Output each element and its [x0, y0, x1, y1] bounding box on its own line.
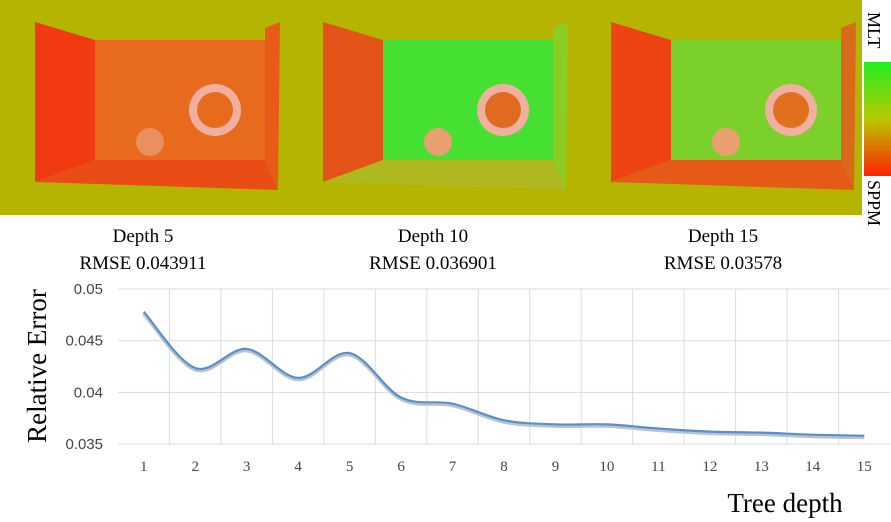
x-tick-label: 1 — [140, 459, 148, 475]
y-tick-label: 0.035 — [65, 436, 103, 453]
x-tick-label: 5 — [346, 459, 354, 475]
x-tick-label: 4 — [294, 459, 302, 475]
image-rmse: RMSE 0.043911 — [79, 253, 206, 274]
y-axis-title: Relative Error — [22, 289, 52, 443]
y-tick-label: 0.05 — [74, 281, 103, 298]
x-tick-label: 2 — [191, 459, 199, 475]
x-tick-label: 3 — [243, 459, 251, 475]
y-tick-label: 0.04 — [74, 384, 103, 401]
image-rmse: RMSE 0.03578 — [664, 253, 782, 274]
colorbar-top-label: MLT — [864, 12, 884, 48]
rendering — [611, 22, 856, 190]
colorbar — [864, 62, 891, 176]
x-tick-label: 9 — [552, 459, 560, 475]
x-tick-label: 14 — [805, 459, 821, 475]
y-tick-label: 0.045 — [65, 333, 103, 350]
x-axis-title: Tree depth — [727, 488, 843, 518]
x-tick-label: 11 — [651, 459, 665, 475]
line-shadow — [144, 313, 865, 437]
x-tick-label: 8 — [500, 459, 508, 475]
x-tick-label: 15 — [857, 459, 872, 475]
rendering — [323, 22, 568, 190]
line — [144, 312, 865, 436]
image-caption: Depth 5 — [113, 226, 174, 247]
x-tick-label: 6 — [397, 459, 405, 475]
x-tick-label: 7 — [449, 459, 457, 475]
image-caption: Depth 10 — [398, 226, 468, 247]
image-caption: Depth 15 — [688, 226, 758, 247]
x-tick-label: 13 — [754, 459, 769, 475]
x-tick-label: 12 — [702, 459, 717, 475]
image-rmse: RMSE 0.036901 — [369, 253, 497, 274]
x-tick-label: 10 — [599, 459, 614, 475]
rendering — [35, 22, 280, 190]
colorbar-bottom-label: SPPM — [864, 180, 884, 226]
figure: MLT SPPM Depth 5 RMSE 0.043911 Depth 10 … — [0, 0, 891, 522]
